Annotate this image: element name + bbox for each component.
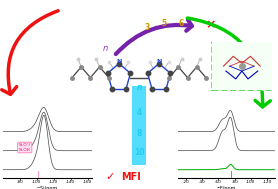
Text: 3: 3 [145,23,150,32]
Text: 10: 10 [134,148,144,157]
FancyBboxPatch shape [132,86,146,165]
Text: MFI: MFI [121,172,141,182]
X-axis label: ²⁹Si/ppm: ²⁹Si/ppm [37,186,58,189]
Text: 4: 4 [136,108,142,117]
Text: 6: 6 [178,19,183,28]
Text: N: N [156,59,162,64]
Text: ✓: ✓ [105,172,115,182]
Text: ×: × [205,18,216,31]
Text: Si-O⁻/
Si-OH: Si-O⁻/ Si-OH [19,143,31,152]
Text: n: n [136,83,142,92]
FancyBboxPatch shape [211,41,273,91]
Text: 8: 8 [136,129,142,138]
Text: N: N [116,59,122,64]
Text: n: n [103,44,108,53]
X-axis label: ¹⁹F/ppm: ¹⁹F/ppm [217,186,236,189]
Text: 5: 5 [162,19,167,28]
